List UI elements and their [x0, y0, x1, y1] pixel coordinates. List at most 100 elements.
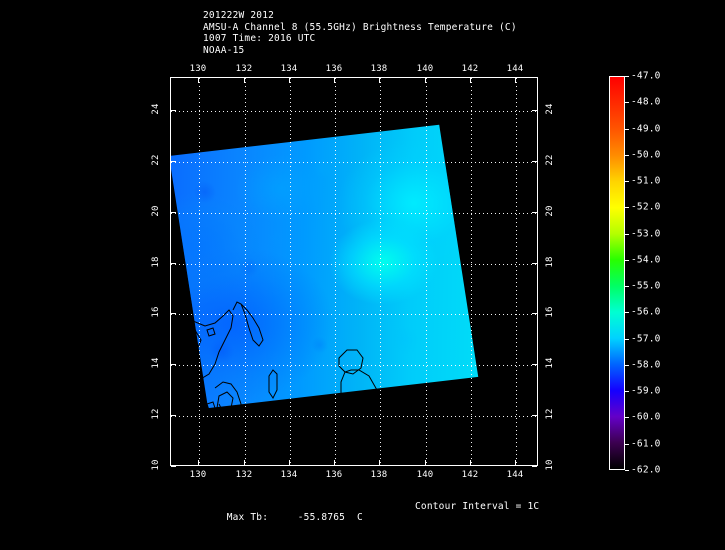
header-storm-id: 201222W 2012 [203, 10, 275, 21]
colorbar-tick-label: -52.0 [631, 201, 661, 213]
axis-tick-right [532, 364, 537, 365]
colorbar-tick-label: -54.0 [631, 254, 661, 266]
axis-tick-top [198, 78, 199, 83]
colorbar-tick [625, 391, 629, 392]
max-tb-label: Max Tb: [226, 512, 269, 523]
colorbar-tick [625, 444, 629, 445]
axis-tick-top [515, 78, 516, 83]
axis-label-bottom: 140 [416, 470, 434, 480]
colorbar-tick [625, 260, 629, 261]
axis-tick-top [470, 78, 471, 83]
colorbar-tick-label: -48.0 [631, 96, 661, 108]
axis-label-top: 138 [370, 64, 388, 74]
axis-label-bottom: 144 [506, 470, 524, 480]
axis-label-top: 142 [461, 64, 479, 74]
axis-label-bottom: 132 [235, 470, 253, 480]
axis-tick-bottom [470, 460, 471, 465]
axis-tick-top [379, 78, 380, 83]
colorbar-tick-label: -49.0 [631, 123, 661, 135]
colorbar-tick-label: -57.0 [631, 333, 661, 345]
colorbar-tick-label: -56.0 [631, 306, 661, 318]
colorbar-tick-label: -60.0 [631, 411, 661, 423]
axis-tick-left [171, 161, 176, 162]
axis-tick-left [171, 263, 176, 264]
colorbar-tick [625, 207, 629, 208]
axis-tick-top [289, 78, 290, 83]
swath-texture-overlay [171, 124, 479, 409]
axis-label-bottom: 130 [189, 470, 207, 480]
axis-label-left: 20 [151, 205, 161, 217]
colorbar-tick [625, 470, 629, 471]
axis-label-left: 24 [151, 103, 161, 115]
axis-tick-left [171, 212, 176, 213]
axis-tick-right [532, 313, 537, 314]
axis-tick-bottom [198, 460, 199, 465]
colorbar-tick [625, 417, 629, 418]
colorbar-tick [625, 339, 629, 340]
axis-tick-left [171, 415, 176, 416]
colorbar-tick-label: -62.0 [631, 464, 661, 476]
axis-label-right: 16 [545, 306, 555, 318]
data-swath-layer [171, 78, 537, 465]
axis-label-top: 140 [416, 64, 434, 74]
axis-label-right: 24 [545, 103, 555, 115]
axis-label-left: 14 [151, 357, 161, 369]
brightness-temperature-swath [171, 124, 479, 409]
axis-tick-right [532, 466, 537, 467]
colorbar-tick-label: -58.0 [631, 359, 661, 371]
axis-label-bottom: 136 [325, 470, 343, 480]
axis-label-bottom: 138 [370, 470, 388, 480]
axis-label-top: 132 [235, 64, 253, 74]
colorbar-tick [625, 234, 629, 235]
axis-tick-right [532, 415, 537, 416]
header-text-block: 201222W 2012 AMSU-A Channel 8 (55.5GHz) … [203, 10, 517, 56]
axis-label-left: 16 [151, 306, 161, 318]
axis-tick-top [244, 78, 245, 83]
axis-tick-left [171, 364, 176, 365]
axis-label-top: 130 [189, 64, 207, 74]
plot-area: -57 [170, 77, 538, 466]
colorbar [609, 76, 625, 470]
axis-label-bottom: 142 [461, 470, 479, 480]
axis-label-right: 20 [545, 205, 555, 217]
axis-label-left: 10 [151, 459, 161, 471]
plot-inner: -57 [171, 78, 537, 465]
axis-tick-left [171, 110, 176, 111]
colorbar-tick [625, 129, 629, 130]
axis-tick-bottom [289, 460, 290, 465]
axis-label-right: 18 [545, 256, 555, 268]
axis-label-left: 12 [151, 408, 161, 420]
colorbar-tick-label: -51.0 [631, 175, 661, 187]
header-satellite: NOAA-15 [203, 44, 245, 56]
colorbar-tick-label: -61.0 [631, 438, 661, 450]
header-product-title: AMSU-A Channel 8 (55.5GHz) Brightness Te… [203, 21, 517, 33]
axis-tick-bottom [244, 460, 245, 465]
colorbar-tick-label: -50.0 [631, 149, 661, 161]
axis-label-bottom: 134 [280, 470, 298, 480]
axis-tick-bottom [379, 460, 380, 465]
axis-tick-bottom [425, 460, 426, 465]
axis-tick-top [425, 78, 426, 83]
colorbar-tick [625, 102, 629, 103]
header-time: 1007 Time: 2016 UTC [203, 33, 316, 44]
colorbar-tick [625, 286, 629, 287]
axis-tick-right [532, 161, 537, 162]
colorbar-tick-label: -53.0 [631, 228, 661, 240]
colorbar-tick [625, 76, 629, 77]
colorbar-tick [625, 365, 629, 366]
footer: Max Tb: -55.8765 C Contour Interval = 1C [0, 501, 725, 523]
axis-tick-right [532, 263, 537, 264]
colorbar-tick [625, 155, 629, 156]
axis-label-top: 134 [280, 64, 298, 74]
axis-label-top: 144 [506, 64, 524, 74]
colorbar-tick-label: -59.0 [631, 385, 661, 397]
axis-label-right: 12 [545, 408, 555, 420]
axis-label-top: 136 [325, 64, 343, 74]
max-tb-readout: Max Tb: -55.8765 C [203, 501, 363, 534]
max-tb-value: -55.8765 [297, 512, 346, 523]
colorbar-tick-label: -55.0 [631, 280, 661, 292]
colorbar-tick [625, 181, 629, 182]
axis-label-left: 22 [151, 154, 161, 166]
max-tb-units: C [356, 512, 363, 523]
